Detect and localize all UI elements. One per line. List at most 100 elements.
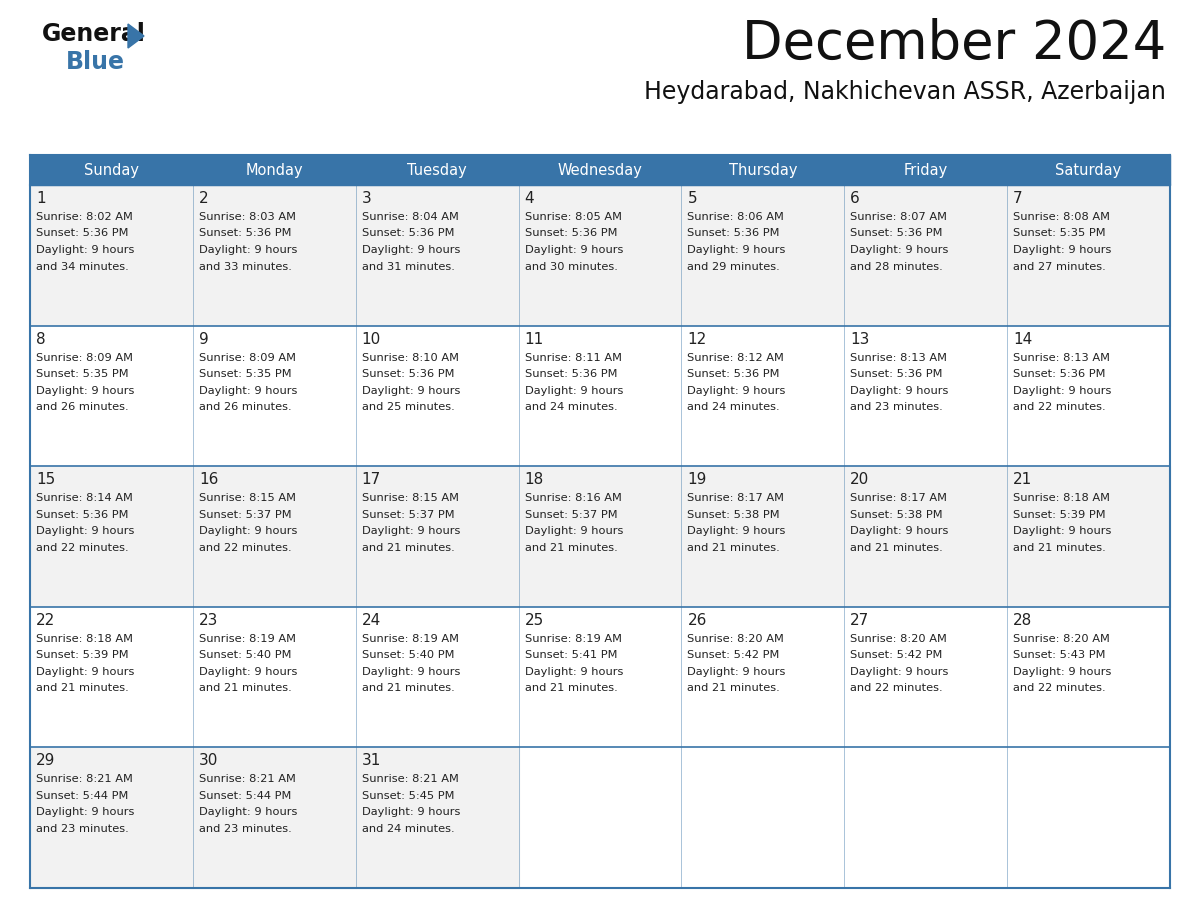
Text: 10: 10 (361, 331, 381, 347)
Text: Daylight: 9 hours: Daylight: 9 hours (36, 666, 134, 677)
Text: 21: 21 (1013, 472, 1032, 487)
Bar (30, 747, 192, 888)
Bar (355, 466, 519, 607)
Text: and 30 minutes.: and 30 minutes. (525, 262, 618, 272)
Text: 11: 11 (525, 331, 544, 347)
Text: Sunrise: 8:19 AM: Sunrise: 8:19 AM (198, 633, 296, 644)
Text: Sunrise: 8:09 AM: Sunrise: 8:09 AM (198, 353, 296, 363)
Text: and 24 minutes.: and 24 minutes. (688, 402, 781, 412)
Text: Daylight: 9 hours: Daylight: 9 hours (36, 526, 134, 536)
Text: Daylight: 9 hours: Daylight: 9 hours (851, 386, 949, 396)
Bar (1007, 185, 1170, 326)
Text: 6: 6 (851, 191, 860, 206)
Text: Sunset: 5:40 PM: Sunset: 5:40 PM (198, 650, 291, 660)
Text: and 22 minutes.: and 22 minutes. (1013, 683, 1106, 693)
Text: Daylight: 9 hours: Daylight: 9 hours (361, 666, 460, 677)
Bar (192, 185, 355, 326)
Bar (519, 607, 682, 747)
Bar (845, 155, 1007, 185)
Text: Sunset: 5:44 PM: Sunset: 5:44 PM (198, 791, 291, 800)
Bar (845, 185, 1007, 326)
Text: and 22 minutes.: and 22 minutes. (1013, 402, 1106, 412)
Text: Sunrise: 8:20 AM: Sunrise: 8:20 AM (851, 633, 947, 644)
Text: Sunset: 5:36 PM: Sunset: 5:36 PM (688, 369, 781, 379)
Text: Sunrise: 8:16 AM: Sunrise: 8:16 AM (525, 493, 621, 503)
Text: Daylight: 9 hours: Daylight: 9 hours (361, 526, 460, 536)
Text: Blue: Blue (67, 50, 125, 74)
Text: Sunrise: 8:19 AM: Sunrise: 8:19 AM (525, 633, 621, 644)
Bar (519, 185, 682, 326)
Text: Sunset: 5:36 PM: Sunset: 5:36 PM (361, 369, 454, 379)
Bar (682, 185, 845, 326)
Text: Sunset: 5:36 PM: Sunset: 5:36 PM (36, 509, 128, 520)
Text: Sunrise: 8:11 AM: Sunrise: 8:11 AM (525, 353, 621, 363)
Text: Sunrise: 8:20 AM: Sunrise: 8:20 AM (1013, 633, 1110, 644)
Text: Daylight: 9 hours: Daylight: 9 hours (1013, 386, 1112, 396)
Text: Daylight: 9 hours: Daylight: 9 hours (525, 666, 623, 677)
Text: Sunrise: 8:13 AM: Sunrise: 8:13 AM (851, 353, 947, 363)
Text: 25: 25 (525, 613, 544, 628)
Bar (519, 155, 682, 185)
Text: Sunrise: 8:15 AM: Sunrise: 8:15 AM (361, 493, 459, 503)
Bar (355, 747, 519, 888)
Text: and 26 minutes.: and 26 minutes. (36, 402, 128, 412)
Text: Daylight: 9 hours: Daylight: 9 hours (851, 526, 949, 536)
Text: 23: 23 (198, 613, 219, 628)
Text: 28: 28 (1013, 613, 1032, 628)
Text: Sunset: 5:35 PM: Sunset: 5:35 PM (198, 369, 291, 379)
Text: Daylight: 9 hours: Daylight: 9 hours (361, 386, 460, 396)
Text: and 25 minutes.: and 25 minutes. (361, 402, 455, 412)
Text: Sunset: 5:36 PM: Sunset: 5:36 PM (361, 229, 454, 239)
Bar (682, 155, 845, 185)
Bar (845, 326, 1007, 466)
Text: and 22 minutes.: and 22 minutes. (198, 543, 291, 553)
Text: Sunrise: 8:18 AM: Sunrise: 8:18 AM (1013, 493, 1110, 503)
Text: Sunset: 5:43 PM: Sunset: 5:43 PM (1013, 650, 1106, 660)
Text: Sunset: 5:37 PM: Sunset: 5:37 PM (361, 509, 454, 520)
Bar (845, 466, 1007, 607)
Text: and 21 minutes.: and 21 minutes. (361, 543, 455, 553)
Text: Sunrise: 8:17 AM: Sunrise: 8:17 AM (688, 493, 784, 503)
Text: 18: 18 (525, 472, 544, 487)
Bar (1007, 466, 1170, 607)
Text: Saturday: Saturday (1055, 162, 1121, 177)
Text: 7: 7 (1013, 191, 1023, 206)
Text: Sunrise: 8:13 AM: Sunrise: 8:13 AM (1013, 353, 1110, 363)
Bar (192, 326, 355, 466)
Bar (519, 326, 682, 466)
Bar (355, 326, 519, 466)
Text: and 26 minutes.: and 26 minutes. (198, 402, 291, 412)
Bar (192, 155, 355, 185)
Text: Thursday: Thursday (728, 162, 797, 177)
Text: Sunrise: 8:10 AM: Sunrise: 8:10 AM (361, 353, 459, 363)
Text: Sunset: 5:35 PM: Sunset: 5:35 PM (36, 369, 128, 379)
Text: Sunset: 5:36 PM: Sunset: 5:36 PM (851, 369, 943, 379)
Text: Sunrise: 8:21 AM: Sunrise: 8:21 AM (361, 775, 459, 784)
Bar (30, 326, 192, 466)
Text: 20: 20 (851, 472, 870, 487)
Text: December 2024: December 2024 (741, 18, 1165, 70)
Text: Sunrise: 8:06 AM: Sunrise: 8:06 AM (688, 212, 784, 222)
Text: Daylight: 9 hours: Daylight: 9 hours (688, 386, 785, 396)
Bar (519, 466, 682, 607)
Text: 1: 1 (36, 191, 45, 206)
Text: 27: 27 (851, 613, 870, 628)
Text: Sunset: 5:42 PM: Sunset: 5:42 PM (688, 650, 779, 660)
Bar (682, 607, 845, 747)
Text: Sunrise: 8:05 AM: Sunrise: 8:05 AM (525, 212, 621, 222)
Text: Sunrise: 8:18 AM: Sunrise: 8:18 AM (36, 633, 133, 644)
Text: Sunset: 5:45 PM: Sunset: 5:45 PM (361, 791, 454, 800)
Bar (1007, 326, 1170, 466)
Text: 14: 14 (1013, 331, 1032, 347)
Bar (1007, 607, 1170, 747)
Text: 17: 17 (361, 472, 381, 487)
Text: Sunrise: 8:14 AM: Sunrise: 8:14 AM (36, 493, 133, 503)
Bar (192, 607, 355, 747)
Bar (30, 466, 192, 607)
Text: Sunrise: 8:12 AM: Sunrise: 8:12 AM (688, 353, 784, 363)
Text: Sunset: 5:38 PM: Sunset: 5:38 PM (688, 509, 781, 520)
Text: 31: 31 (361, 754, 381, 768)
Text: Sunset: 5:36 PM: Sunset: 5:36 PM (688, 229, 781, 239)
Text: and 21 minutes.: and 21 minutes. (525, 683, 618, 693)
Bar (682, 466, 845, 607)
